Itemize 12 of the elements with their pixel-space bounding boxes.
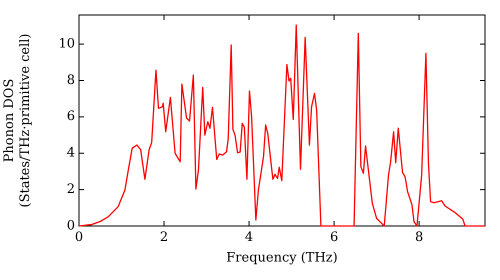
y-tick-label: 6 (66, 109, 75, 124)
x-tick-label: 8 (414, 230, 424, 246)
y-tick-label: 0 (66, 218, 75, 234)
y-tick-label: 4 (66, 146, 75, 161)
x-tick-label: 2 (160, 230, 168, 246)
x-tick-label: 6 (330, 230, 338, 246)
y-tick-label: 2 (66, 182, 75, 197)
y-tick-label: 8 (66, 72, 75, 88)
x-tick-label: 4 (244, 230, 254, 246)
x-axis-title: Frequency (THz) (226, 250, 338, 266)
y-tick-label: 10 (58, 36, 75, 52)
y-axis-title: Phonon DOS (States/THz·primitive cell) (2, 33, 33, 208)
